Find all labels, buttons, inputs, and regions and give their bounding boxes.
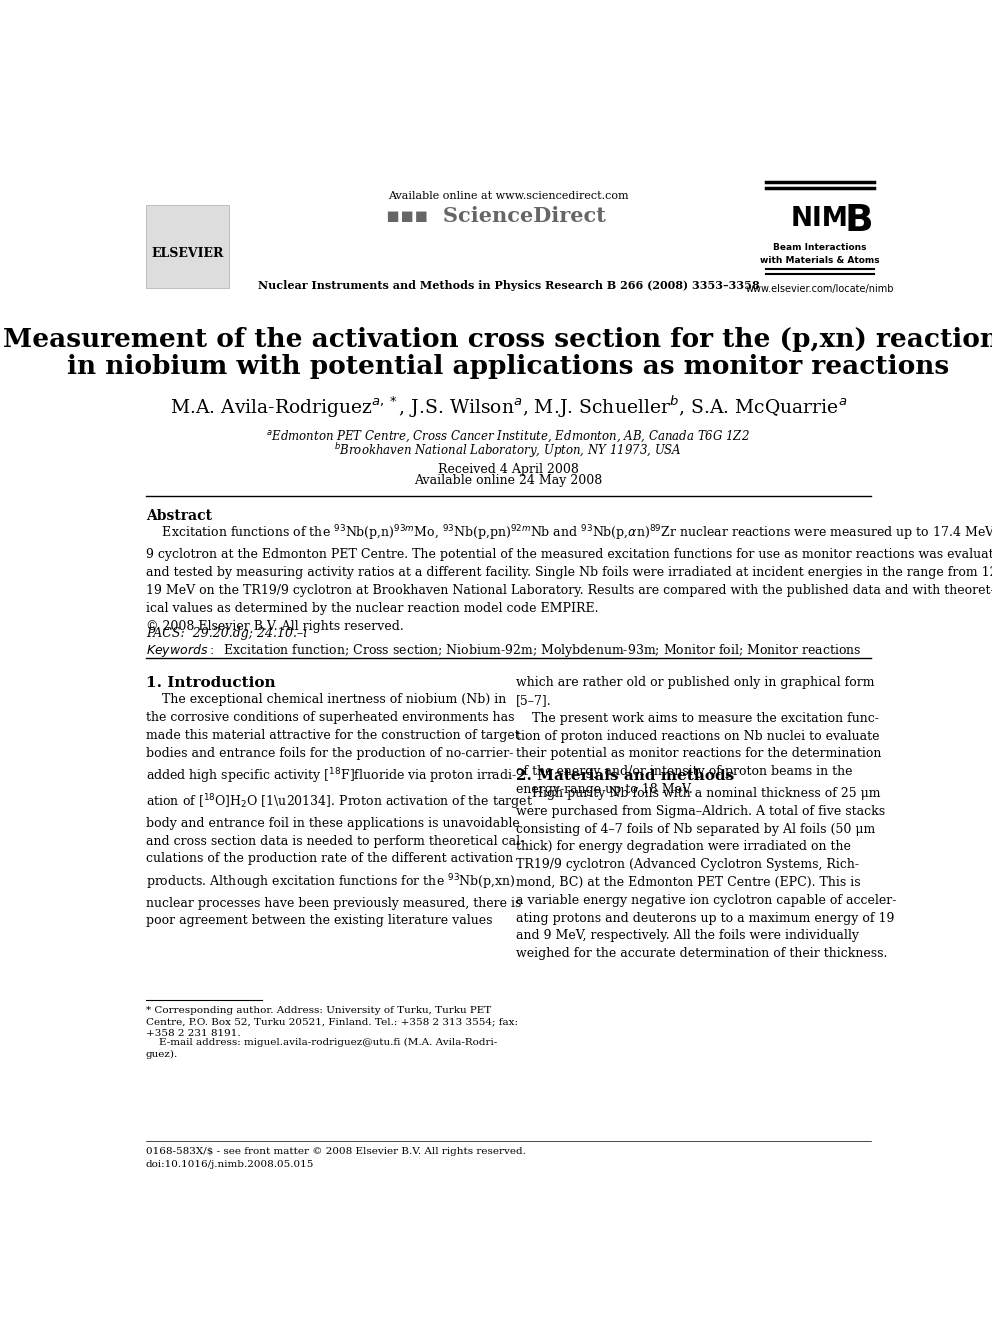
Text: 1. Introduction: 1. Introduction (146, 676, 276, 691)
Text: Abstract: Abstract (146, 509, 211, 523)
Text: PACS:  29.20.dg; 24.10.–i: PACS: 29.20.dg; 24.10.–i (146, 627, 307, 640)
Text: The exceptional chemical inertness of niobium (Nb) in
the corrosive conditions o: The exceptional chemical inertness of ni… (146, 693, 533, 927)
Text: High purity Nb foils with a nominal thickness of 25 μm
were purchased from Sigma: High purity Nb foils with a nominal thic… (516, 787, 897, 960)
Text: Available online 24 May 2008: Available online 24 May 2008 (415, 475, 602, 487)
Text: B: B (845, 204, 873, 239)
Text: * Corresponding author. Address: University of Turku, Turku PET
Centre, P.O. Box: * Corresponding author. Address: Univers… (146, 1005, 518, 1039)
Text: $^{a}$Edmonton PET Centre, Cross Cancer Institute, Edmonton, AB, Canada T6G 1Z2: $^{a}$Edmonton PET Centre, Cross Cancer … (267, 429, 750, 443)
Text: 2. Materials and methods: 2. Materials and methods (516, 769, 734, 783)
Text: 0168-583X/$ - see front matter © 2008 Elsevier B.V. All rights reserved.: 0168-583X/$ - see front matter © 2008 El… (146, 1147, 526, 1156)
Text: Nuclear Instruments and Methods in Physics Research B 266 (2008) 3353–3358: Nuclear Instruments and Methods in Physi… (258, 280, 759, 291)
Text: Measurement of the activation cross section for the (p,xn) reactions: Measurement of the activation cross sect… (3, 327, 992, 352)
Text: which are rather old or published only in graphical form
[5–7].
    The present : which are rather old or published only i… (516, 676, 882, 796)
Text: E-mail address: miguel.avila-rodriguez@utu.fi (M.A. Avila-Rodri-
guez).: E-mail address: miguel.avila-rodriguez@u… (146, 1039, 497, 1060)
Text: Received 4 April 2008: Received 4 April 2008 (437, 463, 579, 476)
Text: Excitation functions of the $^{93}$Nb(p,n)$^{93m}$Mo, $^{93}$Nb(p,pn)$^{92m}$Nb : Excitation functions of the $^{93}$Nb(p,… (146, 523, 992, 632)
Text: www.elsevier.com/locate/nimb: www.elsevier.com/locate/nimb (746, 284, 894, 294)
Text: doi:10.1016/j.nimb.2008.05.015: doi:10.1016/j.nimb.2008.05.015 (146, 1160, 314, 1168)
Bar (146, 205, 229, 288)
Text: $^{b}$Brookhaven National Laboratory, Upton, NY 11973, USA: $^{b}$Brookhaven National Laboratory, Up… (334, 442, 682, 460)
Text: NIM: NIM (791, 206, 848, 233)
Text: ▪▪▪  ScienceDirect: ▪▪▪ ScienceDirect (386, 206, 606, 226)
Text: Available online at www.sciencedirect.com: Available online at www.sciencedirect.co… (388, 191, 629, 201)
Text: $\it{Keywords:}$  Excitation function; Cross section; Niobium-92m; Molybdenum-93: $\it{Keywords:}$ Excitation function; Cr… (146, 643, 861, 659)
Text: M.A. Avila-Rodriguez$^{a,*}$, J.S. Wilson$^{a}$, M.J. Schueller$^{b}$, S.A. McQu: M.A. Avila-Rodriguez$^{a,*}$, J.S. Wilso… (170, 394, 847, 419)
Text: Beam Interactions
with Materials & Atoms: Beam Interactions with Materials & Atoms (760, 243, 880, 265)
Text: in niobium with potential applications as monitor reactions: in niobium with potential applications a… (67, 353, 949, 378)
Text: ELSEVIER: ELSEVIER (152, 247, 224, 261)
